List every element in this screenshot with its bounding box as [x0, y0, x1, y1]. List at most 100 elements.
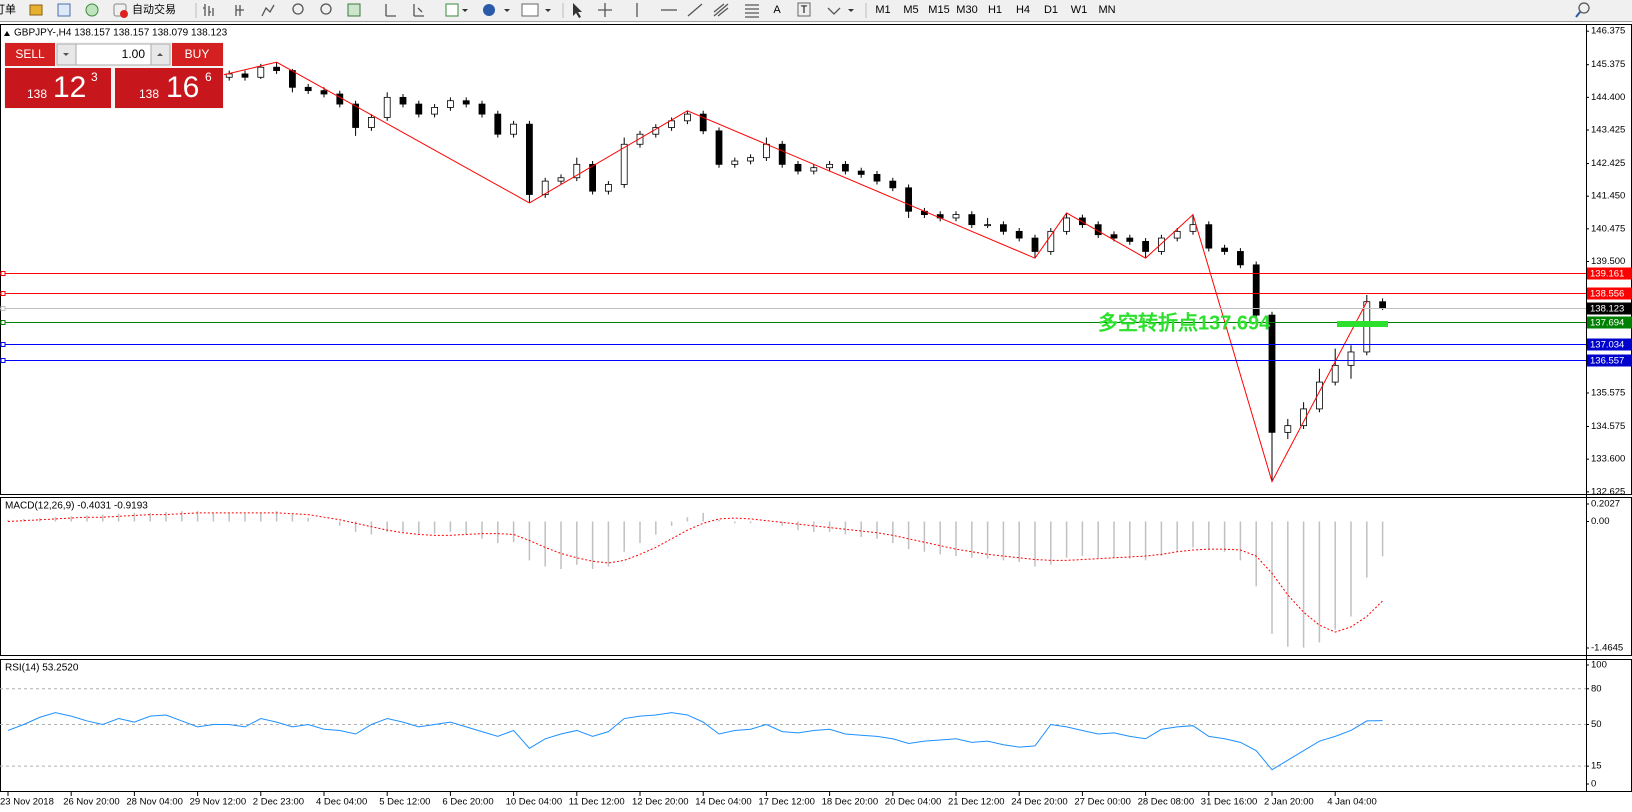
timeframe-button[interactable]: D1 [1044, 4, 1058, 16]
x-tick-label: 21 Dec 12:00 [948, 797, 1005, 808]
level-box [1587, 338, 1632, 351]
lot-value[interactable]: 1.00 [122, 47, 146, 61]
icon[interactable] [29, 4, 43, 16]
candle-body [1347, 351, 1355, 366]
search-icon[interactable] [1578, 2, 1590, 14]
text-tool[interactable]: A [773, 4, 781, 16]
icon[interactable] [483, 4, 495, 16]
icon[interactable] [261, 4, 275, 17]
x-tick-label: 28 Dec 08:00 [1138, 797, 1195, 808]
candle-body [968, 214, 976, 226]
candle-body [462, 100, 470, 105]
icon[interactable] [745, 4, 759, 18]
candle-body [873, 174, 881, 182]
timeframe-button[interactable]: H1 [988, 4, 1002, 16]
collapse-icon[interactable] [4, 31, 10, 36]
icon [120, 10, 128, 18]
rsi-panel [0, 659, 1632, 792]
icon[interactable] [57, 3, 71, 17]
icon[interactable] [521, 3, 539, 17]
icon[interactable] [598, 3, 612, 17]
y-tick-label: 132.625 [1591, 486, 1625, 497]
icon[interactable] [827, 7, 841, 15]
sell-button[interactable] [5, 43, 55, 66]
icon[interactable] [445, 3, 459, 17]
y-tick-label: 142.425 [1591, 158, 1625, 169]
level-handle [0, 306, 6, 311]
timeframe-button[interactable]: M5 [903, 4, 918, 16]
candle-body [526, 123, 533, 195]
level-handle [0, 342, 6, 347]
candle-body [731, 160, 739, 165]
level-label: 136.557 [1590, 356, 1624, 367]
timeframe-button[interactable]: M15 [928, 4, 949, 16]
auto-trading-button[interactable]: 自动交易 [132, 2, 176, 16]
orders-button[interactable]: 订单 [0, 3, 16, 16]
label-tool[interactable]: T [801, 4, 808, 16]
y-tick-label: 140.475 [1591, 223, 1625, 234]
y-tick-label: -1.4645 [1591, 643, 1623, 654]
candle-body [684, 113, 691, 122]
x-tick-label: 2 Jan 20:00 [1264, 797, 1314, 808]
x-tick-label: 14 Dec 04:00 [695, 797, 752, 808]
buy-button[interactable] [172, 43, 223, 66]
timeframe-button[interactable]: M1 [875, 4, 890, 16]
buy-label[interactable]: BUY [185, 47, 210, 61]
candle-body [826, 163, 833, 169]
level-handle [0, 291, 6, 296]
sell-label[interactable]: SELL [15, 47, 45, 61]
plot-layer: 146.375 145.375 144.400 143.425 142.425 141.4… [0, 26, 1632, 808]
level-handle [0, 271, 6, 276]
candle-body [889, 180, 897, 189]
level-handle [0, 358, 6, 363]
icon[interactable] [347, 3, 361, 17]
candle-body [510, 123, 518, 135]
timeframe-button[interactable]: M30 [956, 4, 977, 16]
icon[interactable] [687, 3, 703, 17]
icon[interactable] [203, 4, 214, 16]
x-tick-label: 27 Dec 00:00 [1074, 797, 1131, 808]
candle-body [605, 184, 612, 192]
candle-body [478, 103, 486, 115]
timeframe-button[interactable]: W1 [1071, 4, 1088, 16]
x-tick-label: 23 Nov 2018 [0, 797, 54, 808]
candle-body [794, 163, 802, 172]
icon[interactable] [713, 3, 729, 17]
icon[interactable] [573, 3, 582, 18]
candle-body [1079, 217, 1086, 226]
candle-body [1063, 217, 1070, 232]
level-box [1587, 287, 1632, 300]
x-tick-label: 24 Dec 20:00 [1011, 797, 1068, 808]
candle-body [1237, 251, 1244, 266]
candle-body [399, 96, 407, 105]
candle-body [1221, 247, 1228, 252]
bid-box[interactable] [5, 68, 111, 108]
level-box [1587, 316, 1632, 329]
x-tick-label: 6 Dec 20:00 [442, 797, 493, 808]
candle-body [304, 86, 312, 92]
icon[interactable] [385, 4, 396, 17]
candle-body [541, 180, 549, 195]
candle-body [494, 113, 502, 135]
icon[interactable] [85, 3, 99, 17]
candle-body [747, 157, 754, 162]
icon[interactable] [292, 3, 304, 15]
toolbar [0, 0, 1632, 22]
candle-body [857, 170, 865, 175]
icon[interactable] [413, 4, 424, 17]
icon[interactable] [235, 5, 244, 16]
timeframe-button[interactable]: MN [1098, 4, 1115, 16]
candle-body [241, 73, 249, 78]
timeframe-button[interactable]: H4 [1016, 4, 1030, 16]
candle-body [431, 107, 439, 115]
ask-box[interactable] [115, 68, 223, 108]
x-tick-label: 12 Dec 20:00 [632, 797, 689, 808]
symbol-header: GBPJPY-,H4 138.157 138.157 138.079 138.1… [14, 28, 228, 39]
candle-body [589, 163, 596, 192]
y-tick-label: 0.2027 [1591, 499, 1620, 510]
candle-body [1031, 237, 1039, 252]
candle-body [257, 66, 265, 78]
icon[interactable] [320, 3, 332, 15]
